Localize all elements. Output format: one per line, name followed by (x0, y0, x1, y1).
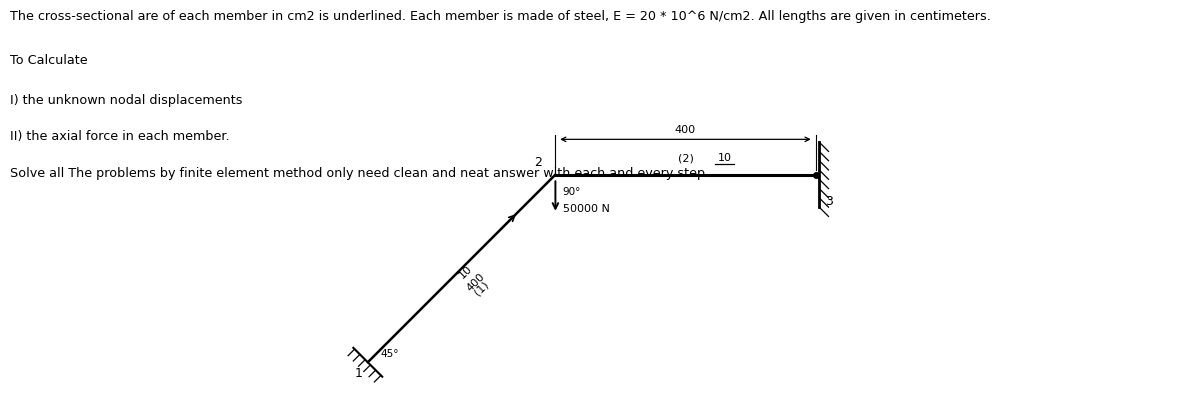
Text: I) the unknown nodal displacements: I) the unknown nodal displacements (10, 94, 242, 107)
Text: 400: 400 (674, 125, 696, 135)
Text: 10: 10 (457, 264, 474, 281)
Text: Solve all The problems by finite element method only need clean and neat answer : Solve all The problems by finite element… (10, 167, 704, 180)
Text: 50000 N: 50000 N (563, 204, 610, 214)
Text: To Calculate: To Calculate (10, 54, 88, 67)
Text: 10: 10 (718, 153, 732, 163)
Text: 45°: 45° (380, 349, 400, 359)
Text: 1: 1 (354, 367, 362, 380)
Text: 2: 2 (534, 156, 542, 169)
Text: 400: 400 (466, 272, 487, 294)
Text: 90°: 90° (562, 187, 581, 197)
Text: II) the axial force in each member.: II) the axial force in each member. (10, 130, 229, 143)
Text: (1): (1) (472, 279, 491, 297)
Text: (2): (2) (678, 153, 694, 163)
Text: 3: 3 (824, 195, 833, 208)
Text: The cross-sectional are of each member in cm2 is underlined. Each member is made: The cross-sectional are of each member i… (10, 10, 990, 23)
